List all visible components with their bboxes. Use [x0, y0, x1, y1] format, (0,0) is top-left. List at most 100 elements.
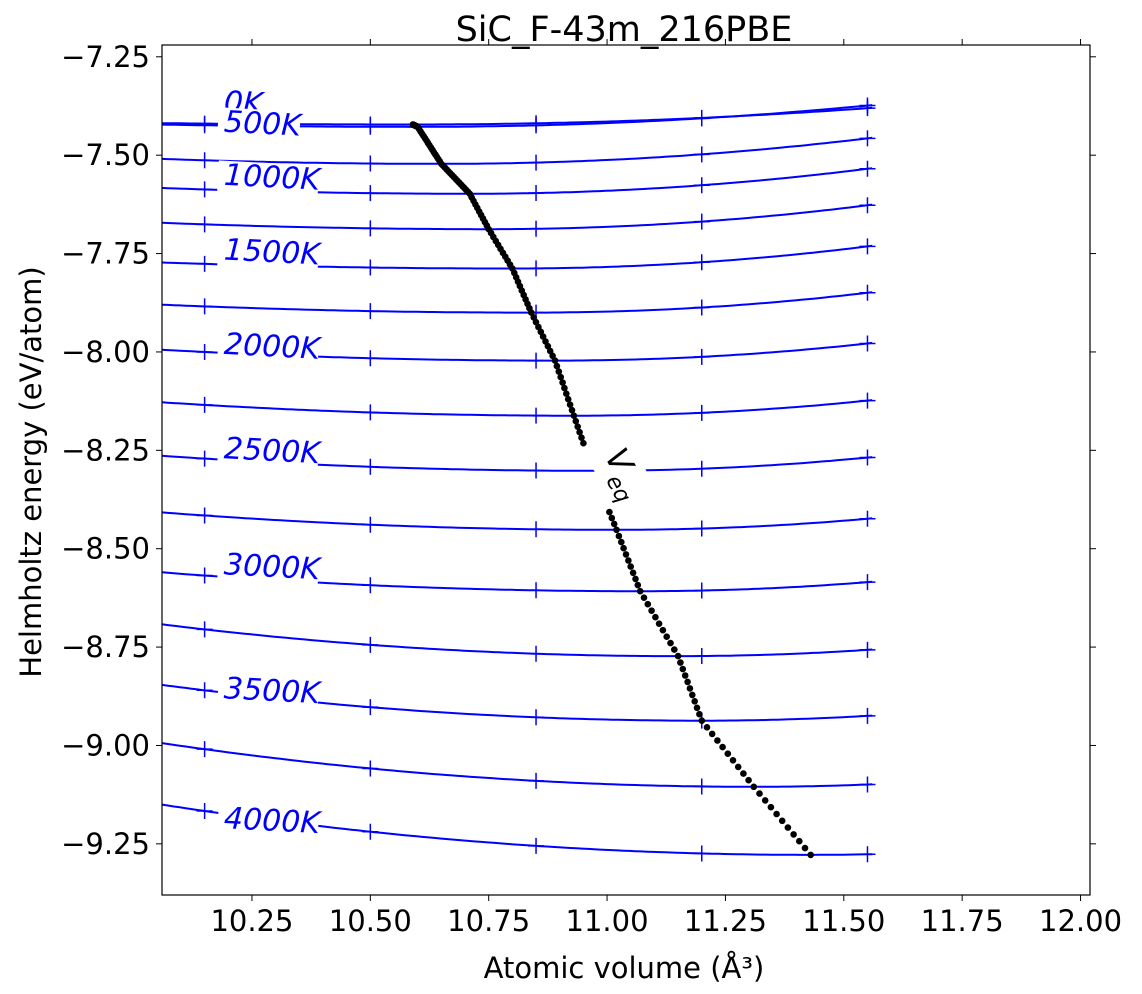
eq-volume-point: [663, 633, 670, 640]
isotherm-marker: [196, 682, 213, 699]
isotherm-marker: [196, 450, 213, 467]
eq-volume-point: [580, 439, 587, 447]
eq-volume-point: [634, 581, 642, 589]
eq-volume-point: [606, 508, 613, 516]
eq-volume-point: [561, 384, 568, 392]
eq-volume-point: [784, 824, 792, 831]
isotherm-marker: [528, 260, 545, 277]
isotherm-curve-3500K: [162, 742, 873, 788]
isotherm-marker: [693, 648, 710, 665]
eq-volume-point: [679, 665, 687, 673]
isotherm-marker: [362, 636, 379, 653]
isotherm-marker: [859, 510, 876, 527]
y-tick-label: −7.25: [61, 40, 150, 74]
eq-volume-point: [608, 514, 616, 522]
isotherm-marker: [196, 255, 213, 272]
curve-label-2500K: 2500K: [217, 431, 323, 471]
x-tick-label: 10.25: [210, 904, 293, 938]
eq-volume-point: [693, 704, 701, 712]
chart-title: SiC_F-43m_216PBE: [456, 10, 793, 50]
isotherm-marker: [362, 220, 379, 237]
eq-volume-point: [655, 620, 663, 627]
svg-text:500K: 500K: [223, 105, 304, 144]
eq-volume-point: [644, 600, 652, 608]
isotherm-marker: [196, 507, 213, 524]
curve-label-2000K: 2000K: [217, 327, 323, 367]
eq-volume-point: [615, 532, 623, 540]
svg-text:1000K: 1000K: [223, 158, 323, 198]
isotherm-marker: [528, 117, 545, 134]
eq-volume-point: [674, 652, 682, 660]
isotherm-marker: [362, 259, 379, 276]
eq-volume-point: [553, 362, 561, 370]
eq-volume-point: [568, 406, 576, 414]
isotherm-curve-1500K: [162, 291, 873, 314]
x-axis-label: Atomic volume (Å³): [484, 951, 765, 985]
svg-text:2500K: 2500K: [223, 431, 323, 471]
isotherm-marker: [693, 348, 710, 365]
x-tick-label: 12.00: [1039, 904, 1122, 938]
eq-volume-point: [773, 810, 780, 818]
eq-volume-point: [610, 520, 618, 528]
y-tick-label: −9.00: [61, 728, 150, 762]
plot-frame: [161, 44, 1091, 896]
eq-volume-point: [564, 395, 572, 403]
isotherm-curve-2000K: [162, 399, 873, 417]
isotherm-marker: [859, 197, 876, 214]
isotherm-marker: [196, 741, 213, 758]
eq-volume-point: [563, 390, 570, 398]
isotherm-marker: [528, 352, 545, 369]
curve-label-3500K: 3500K: [217, 671, 323, 711]
x-tick-label: 10.75: [447, 904, 530, 938]
isotherm-marker: [362, 155, 379, 172]
isotherm-marker: [362, 458, 379, 475]
eq-volume-point: [745, 776, 752, 784]
eq-volume-point: [740, 770, 747, 777]
isotherm-marker: [859, 846, 876, 863]
eq-volume-point: [667, 639, 674, 647]
eq-volume-point: [719, 743, 726, 751]
isotherm-curve-500K: [162, 136, 873, 165]
isotherm-marker: [528, 709, 545, 726]
eq-volume-point: [801, 844, 809, 852]
isotherm-marker: [693, 778, 710, 795]
isotherm-marker: [693, 582, 710, 599]
eq-volume-point: [640, 594, 648, 601]
isotherm-marker: [196, 621, 213, 638]
y-tick-label: −7.50: [61, 138, 150, 172]
eq-volume-point: [627, 563, 634, 570]
isotherm-marker: [693, 460, 710, 477]
eq-volume-point: [648, 607, 655, 614]
isotherm-curve-3000K: [162, 623, 873, 658]
isotherm-marker: [196, 181, 213, 198]
eq-volume-point: [555, 368, 563, 375]
eq-volume-point: [729, 757, 737, 764]
eq-volume-point: [578, 434, 585, 442]
eq-volume-point: [659, 626, 667, 634]
isotherm-marker: [859, 641, 876, 658]
isotherm-marker: [196, 396, 213, 413]
plot-area: 0K500K1000K1500K2000K2500K3000K3500K4000…: [162, 85, 876, 863]
isotherm-marker: [693, 845, 710, 862]
svg-text:4000K: 4000K: [223, 801, 323, 841]
eq-volume-point: [686, 685, 694, 692]
x-tick-label: 11.50: [802, 904, 885, 938]
eq-volume-point: [796, 837, 803, 845]
eq-volume-point: [622, 551, 630, 558]
curve-label-1500K: 1500K: [217, 233, 323, 273]
isotherm-marker: [693, 213, 710, 230]
isotherm-marker: [528, 772, 545, 789]
x-tick-label: 11.00: [566, 904, 649, 938]
eq-volume-point: [620, 544, 627, 552]
eq-volume-point: [807, 851, 814, 859]
isotherm-marker: [859, 707, 876, 724]
y-tick-label: −8.75: [61, 630, 150, 664]
eq-volume-point: [559, 379, 566, 386]
isotherm-marker: [362, 699, 379, 716]
isotherm-marker: [693, 520, 710, 537]
eq-volume-point: [696, 710, 703, 718]
eq-volume-point: [734, 763, 742, 771]
eq-volume-point: [681, 672, 689, 679]
isotherm-marker: [859, 284, 876, 301]
eq-volume-point: [689, 691, 696, 699]
